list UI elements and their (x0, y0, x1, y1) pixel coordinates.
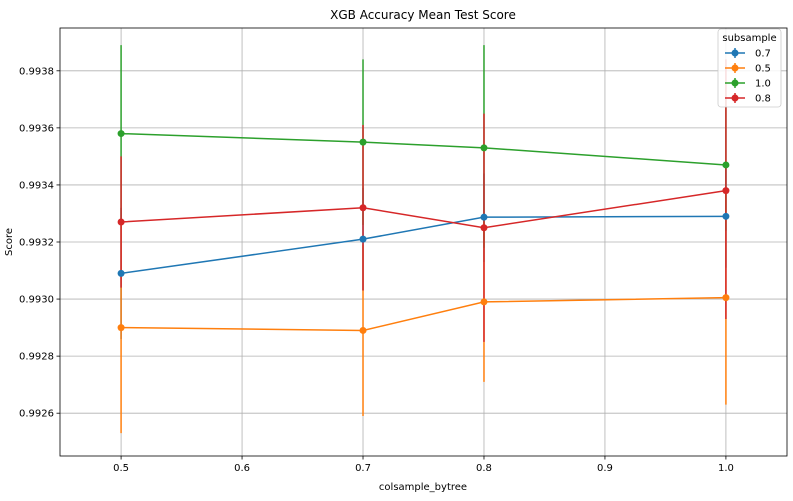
series-1-0-point (722, 161, 730, 169)
legend-marker (731, 64, 739, 72)
y-axis-ticks: 0.9926 0.9928 0.9930 0.9932 0.9934 0.9936 0.99… (19, 66, 60, 420)
series-0-5-point (722, 294, 730, 302)
series-1-0-point (117, 130, 125, 138)
series-lines (120, 132, 727, 332)
legend-label: 0.5 (755, 64, 771, 75)
series-0-8-line (121, 189, 727, 229)
series-1-0-point (359, 138, 367, 146)
legend-entry-0-8: 0.8 (725, 93, 771, 105)
legend-marker (731, 79, 739, 87)
series-0-8-point (722, 187, 730, 195)
y-tick-label: 0.9926 (19, 409, 54, 420)
y-tick-label: 0.9936 (19, 123, 54, 134)
series-0-7-point (722, 212, 730, 220)
y-tick-label: 0.9938 (19, 66, 54, 77)
series-1-0-line (121, 132, 726, 166)
series-0-5-point (117, 324, 125, 332)
series-0-5-point (359, 326, 367, 334)
x-axis-label: colsample_bytree (379, 482, 467, 493)
legend-entry-0-7: 0.7 (725, 48, 771, 60)
y-tick-label: 0.9930 (19, 295, 54, 306)
legend-label: 0.7 (755, 49, 771, 60)
series-1-0-point (480, 144, 488, 152)
chart-title: XGB Accuracy Mean Test Score (330, 8, 516, 22)
legend-box (717, 28, 782, 108)
legend-marker (731, 49, 739, 57)
x-tick-label: 0.7 (355, 463, 371, 474)
series-0-5-line (121, 296, 726, 332)
legend-entry-0-5: 0.5 (725, 63, 771, 75)
x-tick-label: 0.8 (476, 463, 492, 474)
series-0-5-point (480, 298, 488, 306)
legend-entry-1-0: 1.0 (725, 78, 771, 90)
series-0-7-line (120, 215, 726, 275)
legend: subsample 0.7 0.5 1.0 0.8 (717, 28, 782, 108)
legend-label: 1.0 (755, 79, 771, 90)
y-axis-label: Score (4, 228, 15, 256)
y-tick-label: 0.9934 (19, 180, 54, 191)
series-0-7-point (359, 235, 367, 243)
x-axis-ticks: 0.5 0.6 0.7 0.8 0.9 1.0 (113, 456, 734, 474)
legend-entries: 0.7 0.5 1.0 0.8 (725, 48, 771, 105)
x-tick-label: 0.6 (234, 463, 250, 474)
x-tick-label: 1.0 (718, 463, 734, 474)
legend-label: 0.8 (755, 94, 771, 105)
x-tick-label: 0.5 (113, 463, 129, 474)
series-0-7-point (117, 269, 125, 277)
x-tick-label: 0.9 (597, 463, 613, 474)
y-tick-label: 0.9932 (19, 238, 54, 249)
series-0-8-point (359, 204, 367, 212)
series-0-8-point (117, 218, 125, 226)
series-0-8-point (480, 224, 488, 232)
legend-marker (731, 94, 739, 102)
legend-title: subsample (722, 33, 776, 44)
error-bars (120, 45, 727, 434)
y-tick-label: 0.9928 (19, 352, 54, 363)
series-markers (117, 130, 730, 334)
series-0-7-point (480, 213, 488, 221)
grid (60, 28, 787, 456)
